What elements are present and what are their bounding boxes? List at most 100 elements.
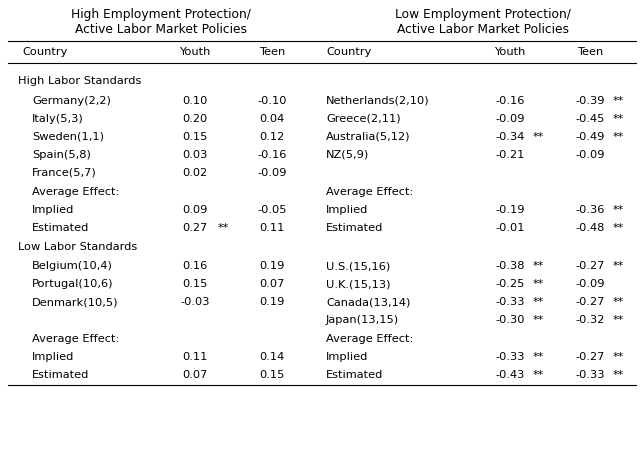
Text: 0.15: 0.15 [260,369,285,379]
Text: Estimated: Estimated [32,222,90,232]
Text: 0.27: 0.27 [182,222,207,232]
Text: U.S.(15,16): U.S.(15,16) [326,261,390,271]
Text: -0.45: -0.45 [575,114,605,124]
Text: Low Employment Protection/
Active Labor Market Policies: Low Employment Protection/ Active Labor … [395,8,571,36]
Text: **: ** [533,261,544,271]
Text: **: ** [533,369,544,379]
Text: Greece(2,11): Greece(2,11) [326,114,401,124]
Text: -0.19: -0.19 [495,204,525,214]
Text: -0.34: -0.34 [495,132,525,142]
Text: Teen: Teen [259,47,285,57]
Text: Implied: Implied [32,351,74,362]
Text: Implied: Implied [32,204,74,214]
Text: **: ** [613,114,624,124]
Text: -0.16: -0.16 [495,96,525,106]
Text: France(5,7): France(5,7) [32,167,97,177]
Text: 0.03: 0.03 [182,149,207,160]
Text: **: ** [533,297,544,307]
Text: Netherlands(2,10): Netherlands(2,10) [326,96,430,106]
Text: -0.33: -0.33 [495,351,525,362]
Text: Sweden(1,1): Sweden(1,1) [32,132,104,142]
Text: 0.11: 0.11 [182,351,207,362]
Text: Australia(5,12): Australia(5,12) [326,132,410,142]
Text: -0.09: -0.09 [575,279,605,289]
Text: High Labor Standards: High Labor Standards [18,76,142,86]
Text: **: ** [613,132,624,142]
Text: Average Effect:: Average Effect: [326,334,413,344]
Text: **: ** [533,132,544,142]
Text: 0.16: 0.16 [182,261,207,271]
Text: **: ** [613,96,624,106]
Text: Average Effect:: Average Effect: [326,186,413,196]
Text: -0.09: -0.09 [575,149,605,160]
Text: -0.27: -0.27 [575,261,605,271]
Text: Country: Country [326,47,372,57]
Text: 0.07: 0.07 [182,369,207,379]
Text: Youth: Youth [495,47,526,57]
Text: **: ** [613,261,624,271]
Text: 0.15: 0.15 [182,132,207,142]
Text: High Employment Protection/
Active Labor Market Policies: High Employment Protection/ Active Labor… [71,8,251,36]
Text: 0.14: 0.14 [260,351,285,362]
Text: Implied: Implied [326,351,368,362]
Text: -0.09: -0.09 [257,167,287,177]
Text: Estimated: Estimated [326,369,383,379]
Text: Teen: Teen [577,47,603,57]
Text: NZ(5,9): NZ(5,9) [326,149,369,160]
Text: **: ** [613,369,624,379]
Text: 0.07: 0.07 [260,279,285,289]
Text: Portugal(10,6): Portugal(10,6) [32,279,113,289]
Text: 0.20: 0.20 [182,114,207,124]
Text: 0.15: 0.15 [182,279,207,289]
Text: 0.19: 0.19 [260,297,285,307]
Text: **: ** [533,351,544,362]
Text: Denmark(10,5): Denmark(10,5) [32,297,118,307]
Text: -0.25: -0.25 [495,279,525,289]
Text: **: ** [533,279,544,289]
Text: -0.43: -0.43 [495,369,525,379]
Text: -0.49: -0.49 [575,132,605,142]
Text: -0.36: -0.36 [575,204,605,214]
Text: -0.33: -0.33 [495,297,525,307]
Text: 0.02: 0.02 [182,167,207,177]
Text: Low Labor Standards: Low Labor Standards [18,241,137,251]
Text: Implied: Implied [326,204,368,214]
Text: 0.11: 0.11 [260,222,285,232]
Text: -0.21: -0.21 [495,149,525,160]
Text: -0.05: -0.05 [257,204,287,214]
Text: -0.27: -0.27 [575,351,605,362]
Text: **: ** [613,204,624,214]
Text: Italy(5,3): Italy(5,3) [32,114,84,124]
Text: 0.09: 0.09 [182,204,207,214]
Text: **: ** [218,222,229,232]
Text: -0.01: -0.01 [495,222,525,232]
Text: Spain(5,8): Spain(5,8) [32,149,91,160]
Text: Youth: Youth [179,47,211,57]
Text: -0.16: -0.16 [258,149,287,160]
Text: 0.10: 0.10 [182,96,207,106]
Text: -0.09: -0.09 [495,114,525,124]
Text: **: ** [533,315,544,325]
Text: 0.04: 0.04 [260,114,285,124]
Text: -0.10: -0.10 [257,96,287,106]
Text: **: ** [613,297,624,307]
Text: Average Effect:: Average Effect: [32,186,119,196]
Text: **: ** [613,351,624,362]
Text: Canada(13,14): Canada(13,14) [326,297,410,307]
Text: Estimated: Estimated [326,222,383,232]
Text: -0.30: -0.30 [495,315,525,325]
Text: Average Effect:: Average Effect: [32,334,119,344]
Text: -0.48: -0.48 [575,222,605,232]
Text: -0.27: -0.27 [575,297,605,307]
Text: -0.03: -0.03 [180,297,210,307]
Text: Estimated: Estimated [32,369,90,379]
Text: Country: Country [22,47,68,57]
Text: Germany(2,2): Germany(2,2) [32,96,111,106]
Text: **: ** [613,222,624,232]
Text: **: ** [613,315,624,325]
Text: 0.12: 0.12 [260,132,285,142]
Text: -0.33: -0.33 [575,369,605,379]
Text: Japan(13,15): Japan(13,15) [326,315,399,325]
Text: -0.38: -0.38 [495,261,525,271]
Text: 0.19: 0.19 [260,261,285,271]
